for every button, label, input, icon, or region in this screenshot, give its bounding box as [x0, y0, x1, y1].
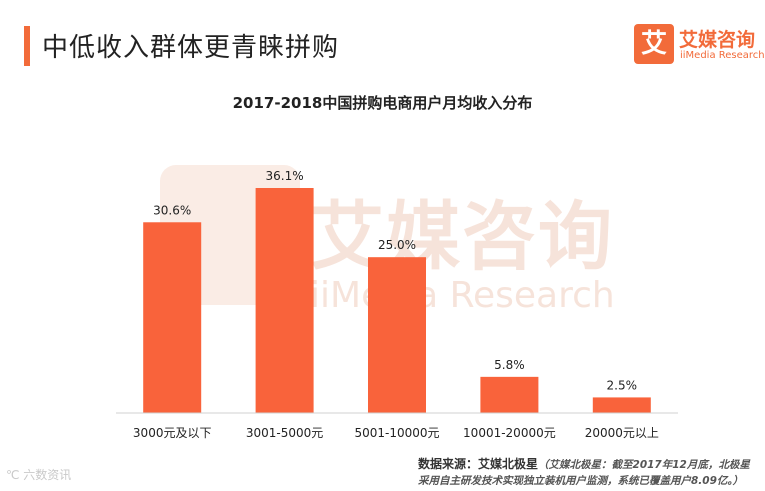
source-label: 数据来源：艾媒北极星: [418, 457, 539, 471]
bar-3: [368, 257, 426, 413]
source-note: 数据来源：艾媒北极星（艾媒北极星：截至2017年12月底，北极星采用自主研发技术…: [418, 456, 758, 489]
bar-5: [592, 397, 651, 413]
bar-1: [143, 222, 202, 413]
category-label-3: 5001-10000元: [354, 426, 439, 440]
page-title: 中低收入群体更青睐拼购: [42, 33, 340, 63]
iimedia-logo: 艾 艾媒咨询 iiMedia Research: [634, 24, 765, 68]
data-label-4: 5.8%: [494, 358, 525, 372]
data-label-1: 30.6%: [153, 203, 191, 217]
source-detail: （艾媒北极星：截至2017年12月底，北极星采用自主研发技术实现独立装机用户监测…: [418, 459, 750, 487]
category-label-2: 3001-5000元: [246, 426, 323, 440]
data-label-3: 25.0%: [378, 238, 416, 252]
logo-en-text: iiMedia Research: [680, 50, 765, 61]
logo-cn-text: 艾媒咨询: [679, 29, 756, 51]
bar-2: [255, 188, 314, 413]
title-accent-bar: [24, 26, 30, 66]
category-label-4: 10001-20000元: [463, 426, 556, 440]
logo-mark-icon: 艾: [634, 24, 674, 64]
data-label-2: 36.1%: [266, 169, 304, 183]
corner-watermark: ℃ 六数资讯: [6, 468, 72, 482]
bar-4: [480, 376, 539, 413]
category-label-5: 20000元以上: [585, 426, 659, 440]
chart-title: 2017-2018中国拼购电商用户月均收入分布: [232, 94, 533, 112]
data-label-5: 2.5%: [607, 378, 638, 392]
category-label-1: 3000元及以下: [133, 426, 212, 440]
